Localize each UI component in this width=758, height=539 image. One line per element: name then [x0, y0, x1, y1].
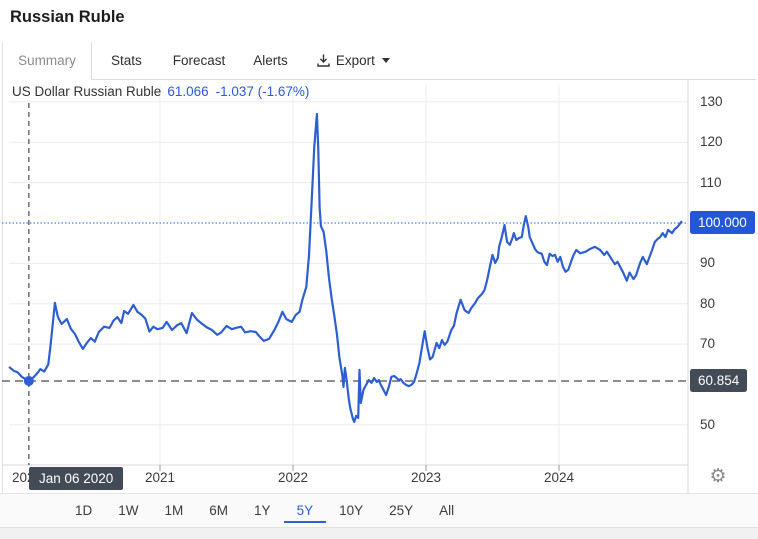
tab-summary[interactable]: Summary: [2, 42, 92, 80]
export-button[interactable]: Export: [302, 42, 404, 79]
ref-line-badge: 100.000: [690, 211, 755, 234]
quote-line: US Dollar Russian Ruble 61.066 -1.037 (-1.…: [12, 84, 309, 99]
x-tick-label: 2021: [144, 470, 176, 485]
quote-price: 61.066: [167, 84, 209, 99]
y-tick-label: 80: [700, 295, 716, 311]
range-button-10y[interactable]: 10Y: [339, 502, 364, 518]
bottom-strip: [0, 528, 758, 539]
range-button-1d[interactable]: 1D: [75, 502, 93, 518]
range-button-1m[interactable]: 1M: [164, 502, 184, 518]
range-toolbar: 1D 1W 1M 6M 1Y 5Y 10Y 25Y All: [0, 493, 758, 528]
range-button-all[interactable]: All: [439, 502, 455, 518]
gear-icon[interactable]: ⚙: [709, 465, 727, 487]
tab-bar: Summary Stats Forecast Alerts Export: [2, 42, 756, 80]
widget-left-border: [2, 42, 3, 528]
page-title: Russian Ruble: [10, 8, 125, 26]
y-tick-label: 120: [700, 134, 723, 150]
range-button-1w[interactable]: 1W: [118, 502, 139, 518]
range-button-6m[interactable]: 6M: [209, 502, 229, 518]
crosshair-value-badge: 60.854: [690, 369, 748, 392]
x-tick-label: 2023: [410, 470, 442, 485]
chevron-down-icon: [381, 58, 390, 63]
y-tick-label: 70: [700, 336, 716, 352]
y-tick-label: 130: [700, 93, 723, 109]
range-button-5y[interactable]: 5Y: [283, 499, 327, 523]
quote-change: -1.037: [215, 84, 254, 99]
instrument-name: US Dollar Russian Ruble: [12, 84, 162, 99]
x-tick-label: 2024: [543, 470, 575, 485]
y-tick-label: 90: [700, 255, 716, 271]
tab-forecast[interactable]: Forecast: [172, 53, 226, 68]
tab-alerts[interactable]: Alerts: [253, 53, 288, 68]
range-button-1y[interactable]: 1Y: [254, 502, 271, 518]
crosshair-date-tooltip: Jan 06 2020: [29, 467, 124, 490]
range-button-25y[interactable]: 25Y: [389, 502, 414, 518]
quote-change-pct: (-1.67%): [257, 84, 310, 99]
tab-stats[interactable]: Stats: [111, 53, 142, 68]
y-tick-label: 50: [700, 416, 716, 432]
y-tick-label: 110: [700, 174, 722, 190]
download-icon: [316, 53, 331, 68]
x-tick-label: 2022: [277, 470, 309, 485]
